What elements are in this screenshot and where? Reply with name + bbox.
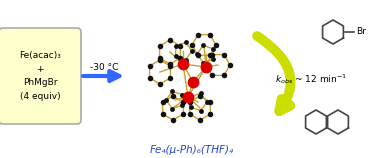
Text: Br: Br: [356, 27, 366, 36]
FancyBboxPatch shape: [0, 28, 81, 124]
Text: $k_{obs}$ ~ 12 min$^{-1}$: $k_{obs}$ ~ 12 min$^{-1}$: [275, 72, 347, 86]
Text: Fe(acac)₃
+
PhMgBr
(4 equiv): Fe(acac)₃ + PhMgBr (4 equiv): [19, 51, 61, 101]
Text: -30 °C: -30 °C: [90, 64, 118, 73]
Text: Fe₄(μ-Ph)₆(THF)₄: Fe₄(μ-Ph)₆(THF)₄: [150, 145, 234, 155]
